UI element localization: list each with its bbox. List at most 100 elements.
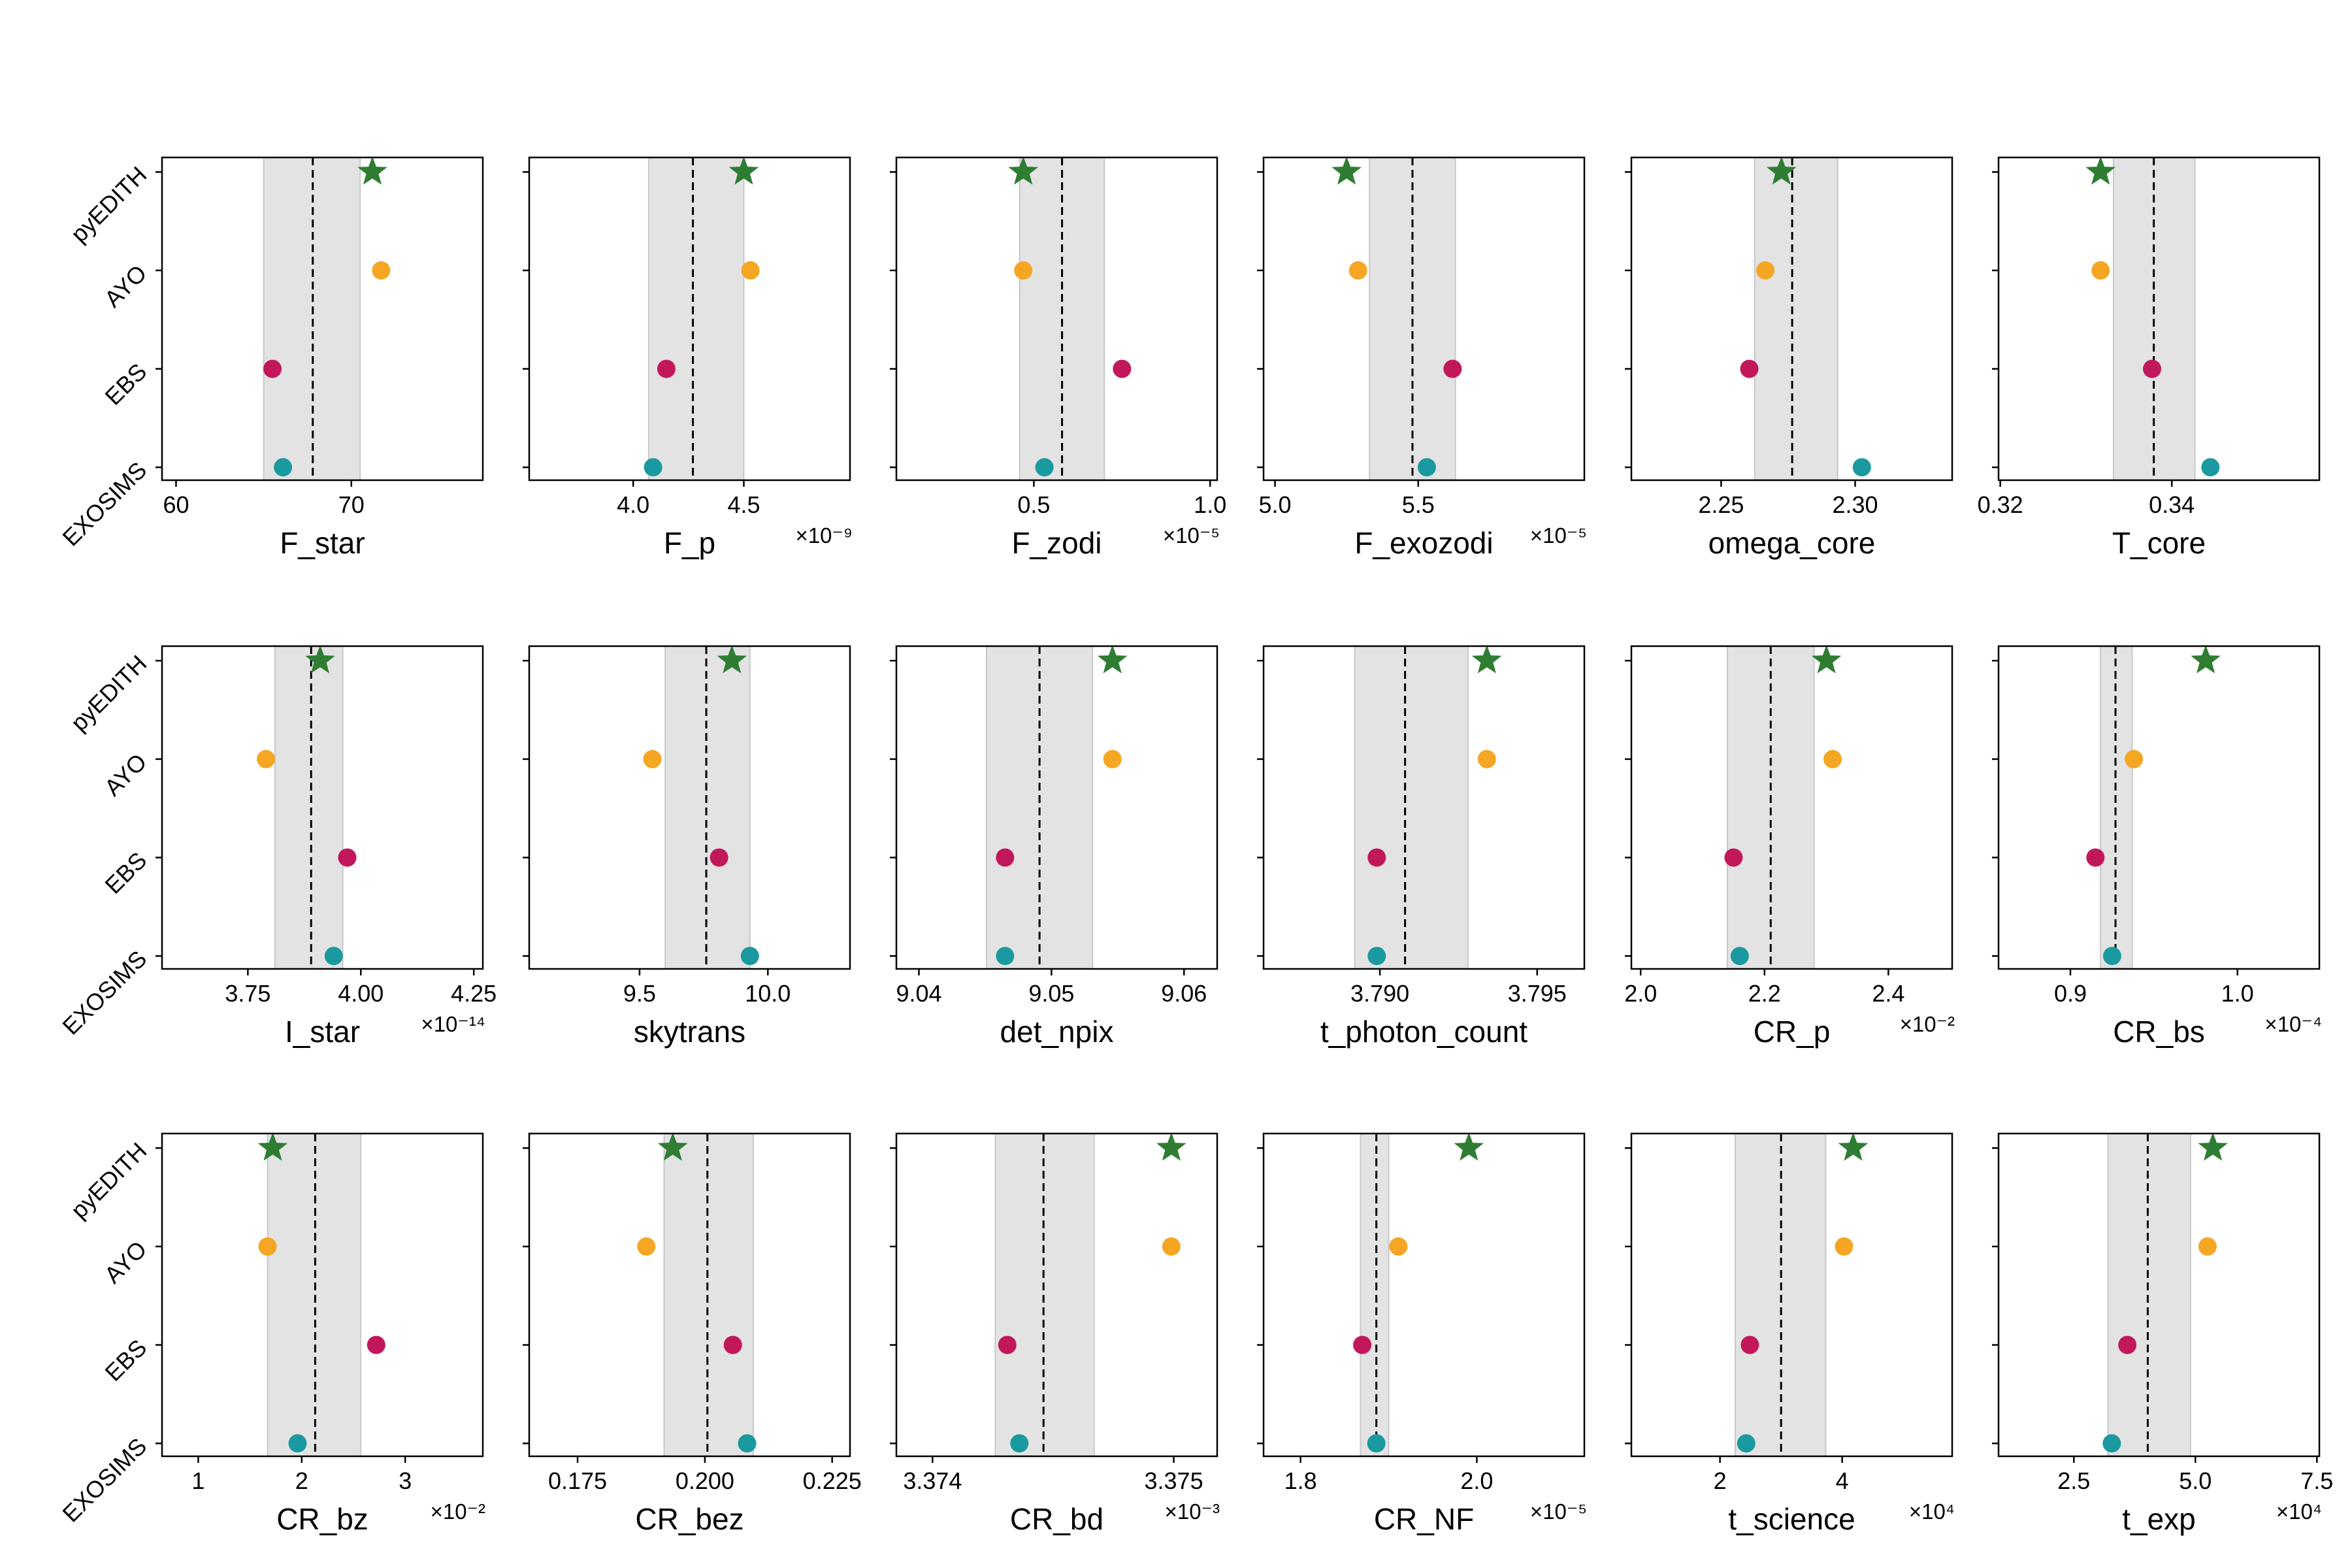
x-axis-label-cr-bez: CR_bez xyxy=(635,1502,743,1536)
x-axis-label-cr-bd: CR_bd xyxy=(1010,1502,1103,1536)
x-tick-label-f-zodi: 0.5 xyxy=(1017,491,1050,518)
point-pyedith-cr-bs xyxy=(2191,645,2221,674)
point-exosims-t-science xyxy=(1737,1434,1756,1453)
category-label-exosims: EXOSIMS xyxy=(57,457,152,551)
point-ayo-f-zodi xyxy=(1014,261,1033,280)
x-tick-label-f-exozodi: 5.5 xyxy=(1402,491,1435,518)
category-label-ebs: EBS xyxy=(99,358,152,410)
range-band-i-star xyxy=(274,645,344,970)
category-label-exosims: EXOSIMS xyxy=(57,1433,152,1527)
point-ayo-f-p xyxy=(741,261,760,280)
axes-frame-cr-p xyxy=(1630,645,1953,970)
x-tick-label-t-exp: 2.5 xyxy=(2057,1467,2090,1494)
x-multiplier-cr-nf: ×10⁻⁵ xyxy=(1530,1499,1587,1524)
panel-cr-bez: 0.175 0.200 0.225 CR_bez xyxy=(523,1132,862,1536)
point-ebs-f-exozodi xyxy=(1443,359,1462,378)
panel-i-star: pyEDITH AYO EBS EXOSIMS 3.75 4.00 4.25 I_star ×1… xyxy=(57,645,497,1049)
point-pyedith-f-star xyxy=(357,156,387,185)
point-pyedith-t-science xyxy=(1838,1132,1869,1161)
point-ebs-f-zodi xyxy=(1113,359,1132,378)
panel-cr-bz: pyEDITH AYO EBS EXOSIMS 1 2 3 CR_bz ×10⁻² xyxy=(57,1132,485,1536)
x-axis-label-cr-p: CR_p xyxy=(1754,1015,1831,1049)
point-exosims-det-npix xyxy=(996,947,1015,966)
x-multiplier-f-zodi: ×10⁻⁵ xyxy=(1163,523,1220,547)
panel-f-p: 4.0 4.5 F_p ×10⁻⁹ xyxy=(523,156,853,560)
x-axis-label-skytrans: skytrans xyxy=(634,1015,745,1049)
axes-frame-f-exozodi xyxy=(1262,156,1586,482)
point-ayo-cr-bez xyxy=(637,1237,656,1256)
x-tick-label-det-npix: 9.05 xyxy=(1028,980,1074,1007)
x-tick-label-t-photon-count: 3.790 xyxy=(1350,980,1409,1007)
axes-frame-cr-nf xyxy=(1262,1132,1586,1458)
point-ayo-cr-nf xyxy=(1389,1237,1408,1256)
point-ebs-cr-bs xyxy=(2086,848,2105,867)
category-label-exosims: EXOSIMS xyxy=(57,945,152,1040)
x-multiplier-cr-bs: ×10⁻⁴ xyxy=(2264,1012,2322,1036)
x-tick-label-f-zodi: 1.0 xyxy=(1194,491,1226,518)
point-pyedith-i-star xyxy=(305,645,335,674)
point-ayo-skytrans xyxy=(643,749,662,768)
x-tick-label-cr-bez: 0.225 xyxy=(803,1467,862,1494)
point-exosims-t-exp xyxy=(2102,1434,2121,1453)
x-tick-label-f-p: 4.5 xyxy=(727,491,760,518)
x-tick-label-f-star: 60 xyxy=(163,491,189,518)
x-axis-label-cr-nf: CR_NF xyxy=(1374,1502,1474,1536)
point-pyedith-t-photon-count xyxy=(1471,645,1502,674)
x-multiplier-t-exp: ×10⁴ xyxy=(2276,1499,2322,1524)
point-exosims-f-zodi xyxy=(1035,458,1054,477)
x-tick-label-skytrans: 9.5 xyxy=(623,980,656,1007)
x-tick-label-i-star: 4.25 xyxy=(451,980,497,1007)
x-multiplier-t-science: ×10⁴ xyxy=(1909,1499,1955,1524)
x-axis-label-t-science: t_science xyxy=(1728,1502,1855,1536)
point-pyedith-cr-bz xyxy=(257,1132,288,1161)
x-tick-label-t-science: 4 xyxy=(1836,1467,1849,1494)
panel-cr-bd: 3.374 3.375 CR_bd ×10⁻³ xyxy=(890,1132,1220,1536)
x-multiplier-cr-p: ×10⁻² xyxy=(1900,1012,1955,1036)
x-tick-label-cr-bez: 0.175 xyxy=(548,1467,607,1494)
category-label-ebs: EBS xyxy=(99,847,152,899)
x-tick-label-cr-bz: 1 xyxy=(191,1467,204,1494)
x-tick-label-cr-bs: 0.9 xyxy=(2054,980,2087,1007)
x-axis-label-t-core: T_core xyxy=(2112,526,2206,560)
point-exosims-i-star xyxy=(324,947,343,966)
x-axis-label-omega-core: omega_core xyxy=(1708,526,1876,560)
point-pyedith-cr-bd xyxy=(1156,1132,1186,1161)
point-ebs-t-exp xyxy=(2118,1335,2137,1354)
point-ayo-i-star xyxy=(257,749,276,768)
x-tick-label-cr-p: 2.0 xyxy=(1624,980,1657,1007)
panel-f-star: pyEDITH AYO EBS EXOSIMS 60 70 F_star xyxy=(57,156,484,560)
x-tick-label-cr-nf: 2.0 xyxy=(1460,1467,1493,1494)
x-tick-label-cr-bz: 3 xyxy=(399,1467,412,1494)
point-exosims-cr-bez xyxy=(738,1434,757,1453)
x-tick-label-f-p: 4.0 xyxy=(617,491,649,518)
point-exosims-t-photon-count xyxy=(1367,947,1386,966)
point-exosims-cr-bs xyxy=(2102,947,2121,966)
range-band-skytrans xyxy=(664,645,751,970)
x-tick-label-t-photon-count: 3.795 xyxy=(1508,980,1567,1007)
x-tick-label-t-core: 0.34 xyxy=(2149,491,2195,518)
point-ayo-cr-bz xyxy=(258,1237,277,1256)
x-tick-label-omega-core: 2.30 xyxy=(1832,491,1878,518)
panel-t-science: 2 4 t_science ×10⁴ xyxy=(1625,1132,1955,1536)
category-label-ayo: AYO xyxy=(99,259,152,312)
x-axis-label-f-star: F_star xyxy=(280,526,365,560)
panel-f-exozodi: 5.0 5.5 F_exozodi ×10⁻⁵ xyxy=(1257,156,1587,560)
axes-frame-t-science xyxy=(1630,1132,1953,1458)
point-ebs-t-core xyxy=(2142,359,2161,378)
x-axis-label-f-zodi: F_zodi xyxy=(1011,526,1102,560)
point-ebs-f-star xyxy=(263,359,282,378)
x-axis-label-f-p: F_p xyxy=(664,526,715,560)
point-pyedith-omega-core xyxy=(1766,156,1797,185)
point-pyedith-skytrans xyxy=(717,645,747,674)
category-label-ebs: EBS xyxy=(99,1334,152,1386)
point-exosims-cr-bd xyxy=(1010,1434,1029,1453)
point-ebs-det-npix xyxy=(996,848,1015,867)
axes-frame-t-core xyxy=(1997,156,2321,482)
panel-cr-nf: 1.8 2.0 CR_NF ×10⁻⁵ xyxy=(1257,1132,1587,1536)
point-pyedith-cr-bez xyxy=(658,1132,688,1161)
x-tick-label-cr-bd: 3.375 xyxy=(1145,1467,1203,1494)
point-ebs-cr-p xyxy=(1724,848,1743,867)
axes-frame-f-p xyxy=(528,156,851,482)
